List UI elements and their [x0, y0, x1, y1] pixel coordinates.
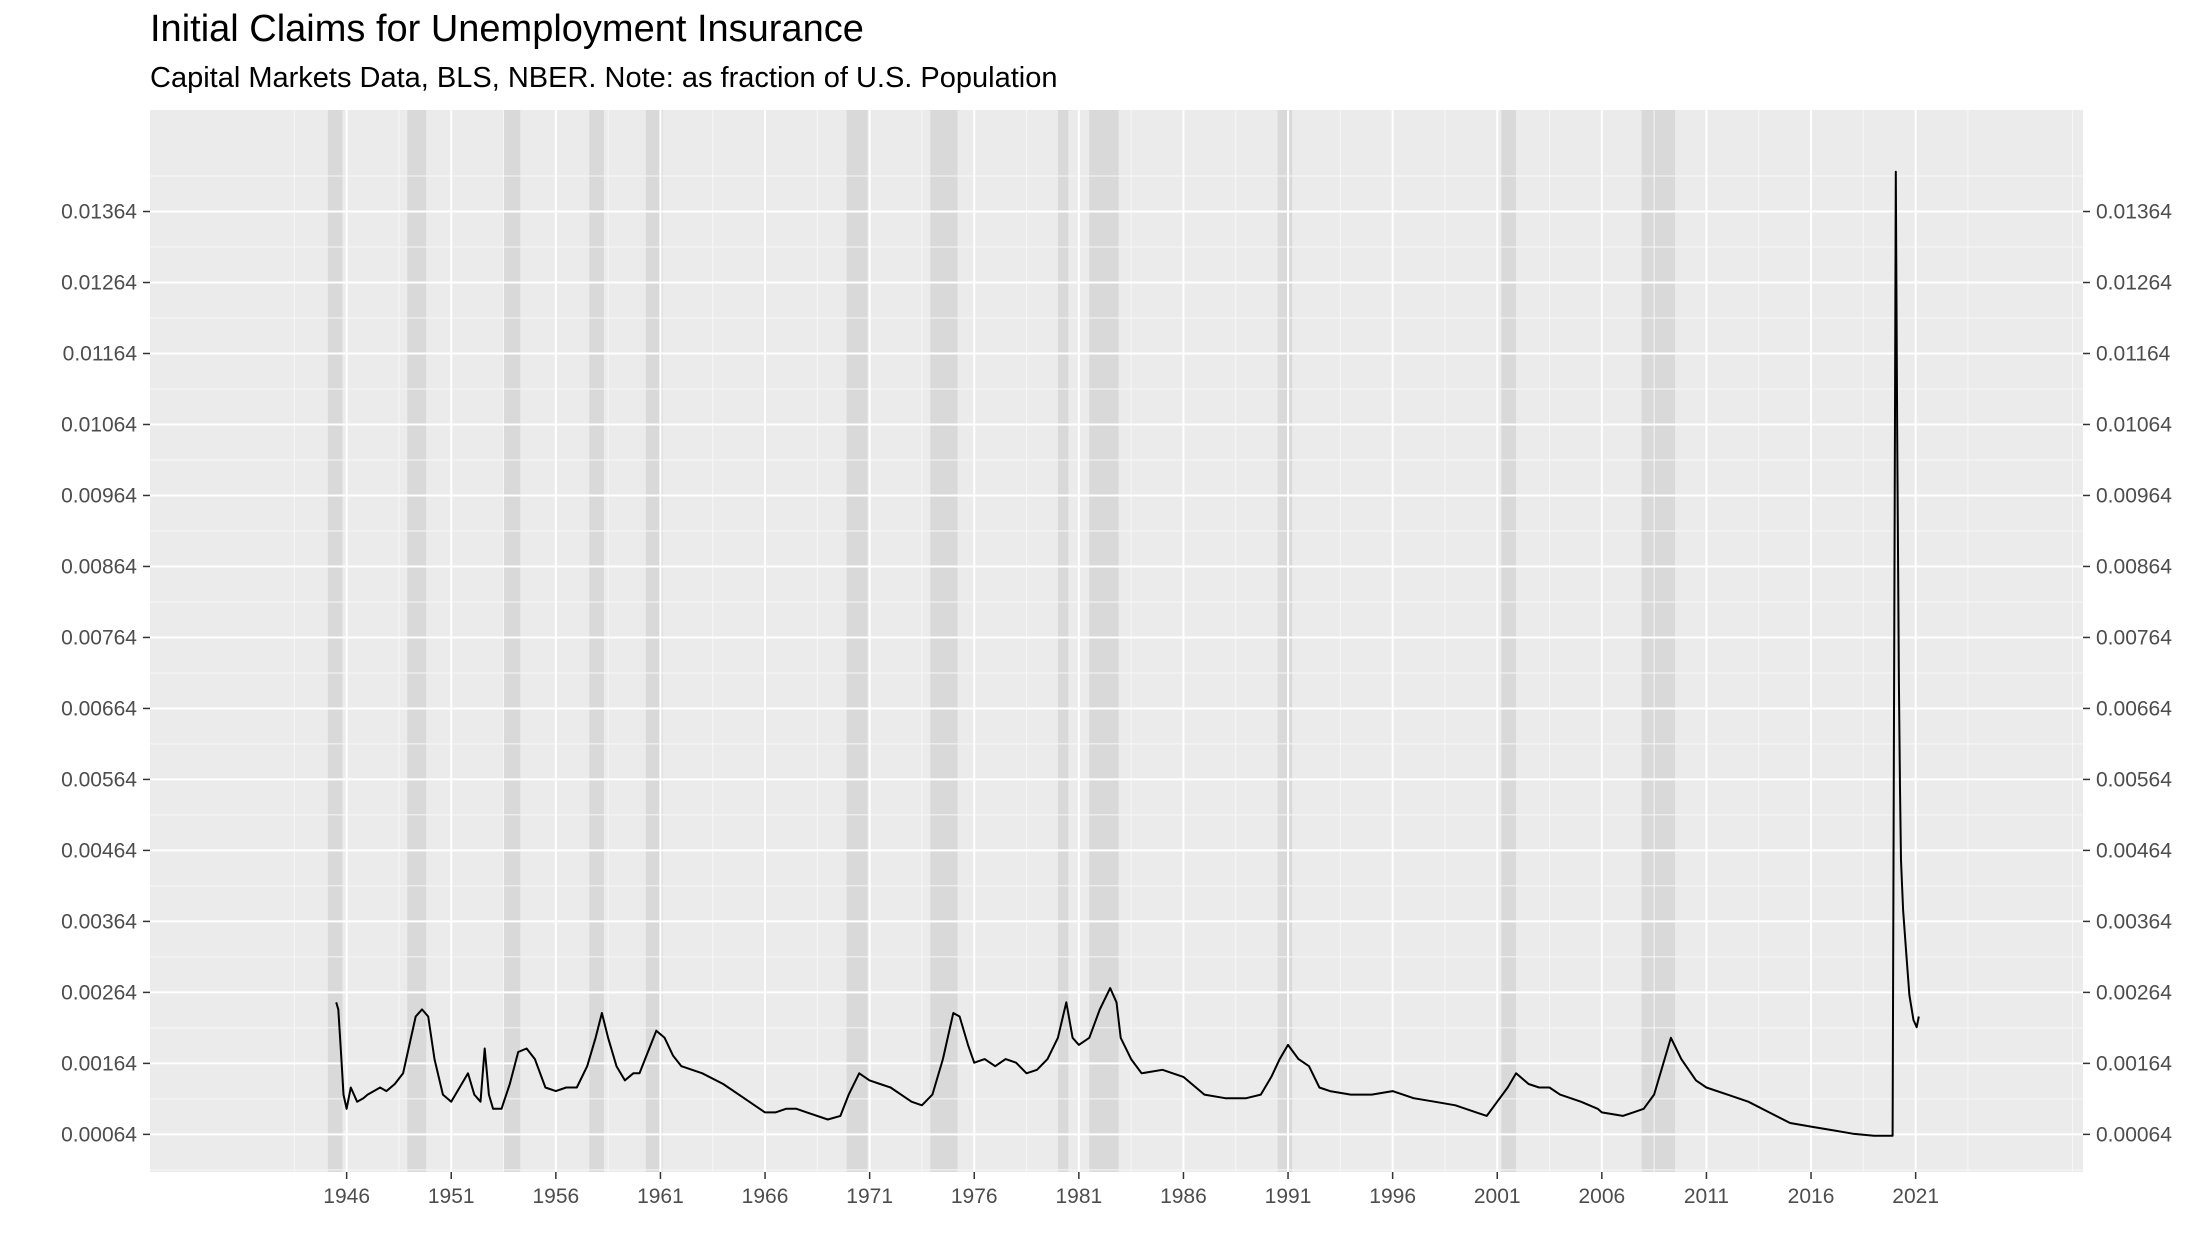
x-tick-label: 2011 — [1684, 1185, 1729, 1208]
recession-band-9 — [1277, 110, 1293, 1172]
y-tick-label-left: 0.00864 — [61, 555, 137, 578]
y-tick-label-right: 0.01264 — [2096, 272, 2172, 295]
chart-title: Initial Claims for Unemployment Insuranc… — [150, 8, 864, 50]
x-tick-label: 1971 — [846, 1185, 893, 1208]
y-tick-label-right: 0.00064 — [2096, 1123, 2172, 1146]
series-line-0 — [335, 170, 1920, 1137]
y-tick-label-left: 0.01164 — [63, 342, 138, 365]
x-tick-label: 1996 — [1369, 1185, 1416, 1208]
x-tick-label: 1966 — [742, 1185, 789, 1208]
x-tick-label: 2021 — [1892, 1185, 1939, 1208]
y-tick-label-left: 0.01264 — [61, 272, 137, 295]
y-tick-label-left: 0.00164 — [61, 1052, 137, 1075]
y-tick-label-left: 0.00964 — [61, 484, 137, 507]
series-line — [335, 170, 1920, 1137]
grid-lines — [150, 110, 2083, 1172]
y-tick-label-right: 0.00664 — [2096, 697, 2172, 720]
y-tick-label-right: 0.00964 — [2096, 484, 2172, 507]
y-tick-label-left: 0.01064 — [61, 413, 137, 436]
y-tick-label-left: 0.00664 — [61, 697, 137, 720]
y-tick-label-left: 0.00564 — [61, 768, 137, 791]
y-tick-label-left: 0.00364 — [61, 910, 137, 933]
y-tick-label-left: 0.00464 — [61, 839, 137, 862]
recession-band-6 — [930, 110, 958, 1172]
x-tick-label: 2016 — [1788, 1185, 1835, 1208]
recession-bands — [327, 110, 1676, 1172]
recession-band-5 — [846, 110, 868, 1172]
recession-band-11 — [1641, 110, 1676, 1172]
x-tick-label: 1976 — [951, 1185, 998, 1208]
x-tick-label: 1986 — [1160, 1185, 1207, 1208]
y-tick-label-right: 0.00564 — [2096, 768, 2172, 791]
chart-subtitle: Capital Markets Data, BLS, NBER. Note: a… — [150, 62, 1058, 94]
y-tick-label-right: 0.01164 — [2096, 342, 2171, 365]
y-tick-label-right: 0.00164 — [2096, 1052, 2172, 1075]
x-tick-label: 1951 — [428, 1185, 475, 1208]
recession-band-4 — [645, 110, 663, 1172]
y-tick-label-left: 0.00764 — [61, 626, 137, 649]
y-tick-label-right: 0.00464 — [2096, 839, 2172, 862]
recession-band-2 — [503, 110, 521, 1172]
x-tick-label: 1981 — [1055, 1185, 1102, 1208]
y-tick-label-right: 0.00864 — [2096, 555, 2172, 578]
x-tick-label: 1956 — [532, 1185, 579, 1208]
x-tick-label: 1991 — [1265, 1185, 1312, 1208]
recession-band-8 — [1089, 110, 1119, 1172]
y-tick-label-right: 0.01364 — [2096, 201, 2172, 224]
y-tick-label-right: 0.00764 — [2096, 626, 2172, 649]
recession-band-3 — [589, 110, 604, 1172]
x-tick-label: 2001 — [1474, 1185, 1521, 1208]
y-tick-label-right: 0.00264 — [2096, 981, 2172, 1004]
recession-band-1 — [407, 110, 427, 1172]
y-tick-label-right: 0.01064 — [2096, 413, 2172, 436]
recession-band-0 — [327, 110, 343, 1172]
y-tick-label-right: 0.00364 — [2096, 910, 2172, 933]
y-tick-label-left: 0.00064 — [61, 1123, 137, 1146]
x-tick-label: 1961 — [637, 1185, 684, 1208]
y-tick-label-left: 0.00264 — [61, 981, 137, 1004]
recession-band-7 — [1057, 110, 1069, 1172]
y-tick-label-left: 0.01364 — [61, 201, 137, 224]
x-tick-label: 2006 — [1578, 1185, 1625, 1208]
recession-band-10 — [1501, 110, 1517, 1172]
x-tick-label: 1946 — [323, 1185, 370, 1208]
axes: 1946 1951 1956 1961 1966 1971 1976 1981 1986 1991… — [61, 201, 2172, 1208]
